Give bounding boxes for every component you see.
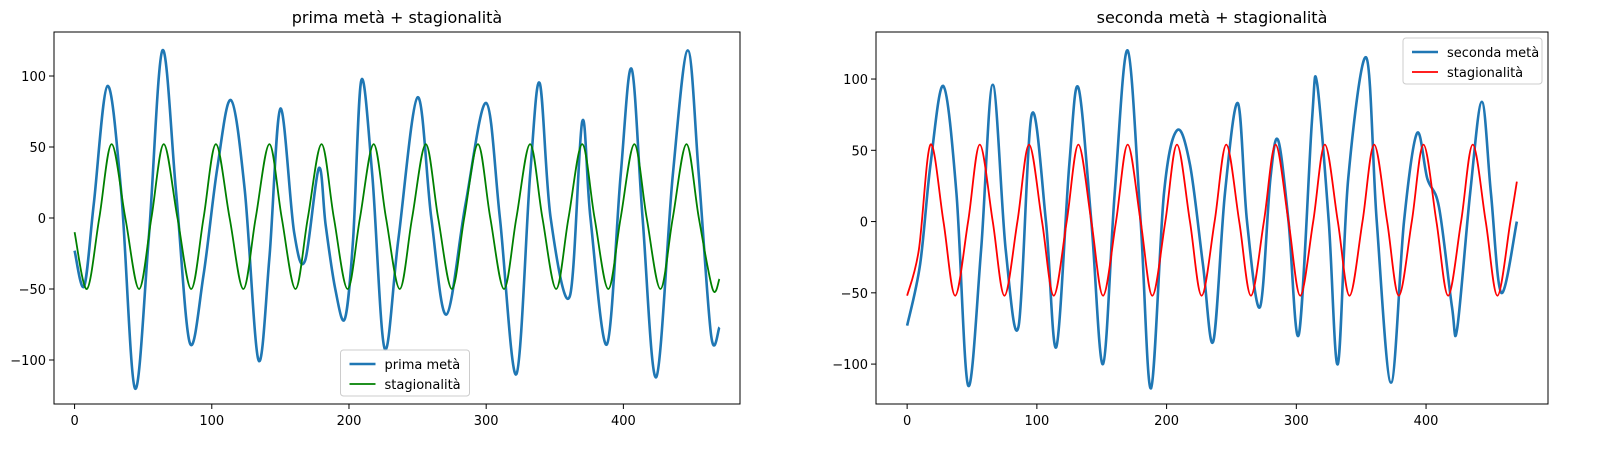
chart-title: prima metà + stagionalità (292, 8, 502, 27)
series-line-seasonality (73, 143, 721, 293)
legend-label: stagionalità (385, 378, 461, 393)
y-tick-label: 100 (21, 70, 46, 85)
x-tick-label: 0 (903, 414, 911, 429)
x-tick-label: 300 (1284, 414, 1309, 429)
y-tick-label: 50 (851, 144, 868, 159)
series-line-data (73, 49, 721, 390)
y-tick-label: 50 (29, 141, 46, 156)
series-line-seasonality (906, 143, 1518, 297)
x-tick-label: 100 (199, 414, 224, 429)
chart-title: seconda metà + stagionalità (1097, 8, 1328, 27)
x-tick-label: 200 (337, 414, 362, 429)
y-tick-label: −50 (19, 283, 46, 298)
legend-label: stagionalità (1447, 66, 1523, 81)
y-tick-label: −100 (832, 358, 868, 373)
legend: prima metà stagionalità (340, 349, 470, 397)
x-tick-label: 300 (474, 414, 499, 429)
chart-right: seconda metà + stagionalità 0 100 200 300 400… (832, 8, 1549, 429)
x-tick-label: 0 (70, 414, 78, 429)
plot-frame (875, 31, 1549, 405)
y-tick-label: −50 (841, 287, 868, 302)
y-tick-label: 0 (860, 216, 868, 231)
plot-frame (53, 31, 741, 405)
series-line-data (905, 49, 1519, 390)
y-tick-label: 0 (38, 212, 46, 227)
y-tick-label: −100 (10, 354, 46, 369)
legend-label: seconda metà (1447, 46, 1539, 61)
y-tick-label: 100 (843, 73, 868, 88)
legend-label: prima metà (385, 358, 461, 373)
x-tick-label: 400 (611, 414, 636, 429)
x-tick-label: 400 (1414, 414, 1439, 429)
legend: seconda metà stagionalità (1402, 37, 1543, 85)
x-tick-label: 100 (1024, 414, 1049, 429)
chart-left: prima metà + stagionalità 0 100 200 300 400 −1… (10, 8, 741, 429)
x-tick-label: 200 (1154, 414, 1179, 429)
